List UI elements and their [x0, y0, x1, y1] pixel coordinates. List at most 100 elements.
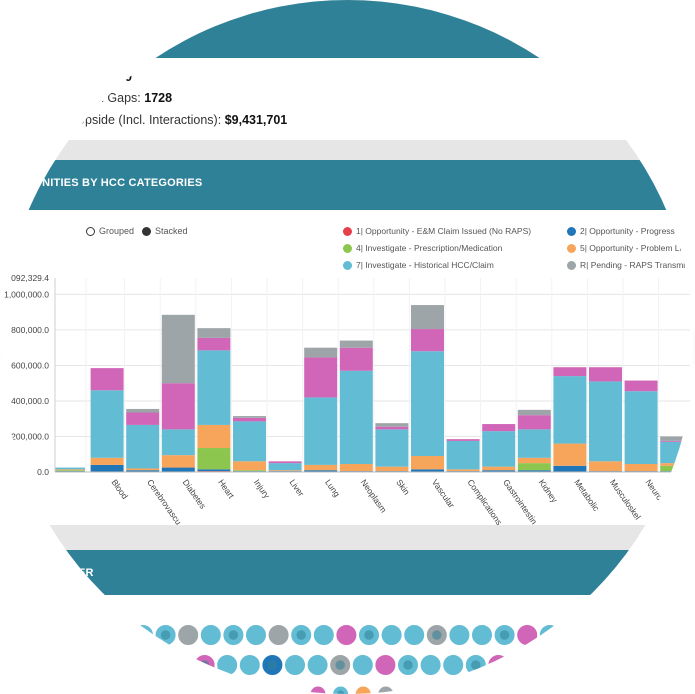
bar-segment — [268, 470, 302, 472]
bottom-section-title: ER — [78, 567, 94, 579]
bubble-row3 — [309, 685, 327, 694]
bubble-row1-core — [296, 630, 306, 640]
bubble-row2 — [216, 654, 239, 676]
bar-segment — [482, 470, 516, 472]
bar-segment — [339, 347, 373, 371]
bar-segment — [90, 457, 124, 465]
x-tick-label: Metabolic — [572, 477, 601, 513]
bubble-row2 — [487, 654, 510, 676]
bar-segment — [446, 439, 480, 441]
bubble-row1 — [312, 624, 335, 646]
bubble-row2 — [532, 654, 555, 676]
x-tick-label: Diabetes — [181, 477, 208, 510]
bubble-row2-core — [199, 660, 210, 670]
bubble-row1-core — [160, 630, 171, 640]
bubble-row1 — [606, 624, 629, 646]
bubble-row1 — [245, 624, 267, 646]
bar-segment — [411, 305, 444, 330]
bubble-row2 — [306, 654, 329, 676]
bar-segment — [482, 466, 516, 471]
legend-label: R| Pending - RAPS Transmitt — [580, 260, 690, 270]
bar-segment — [268, 461, 302, 464]
bar-segment — [126, 412, 160, 425]
legend-item-4[interactable]: 5| Opportunity - Problem Lis — [567, 243, 686, 253]
bubble-row1 — [132, 624, 154, 646]
bar-segment — [233, 461, 266, 471]
bar-segment — [197, 469, 231, 472]
bar-segment — [233, 421, 266, 462]
bar-segment — [482, 424, 516, 432]
y-tick-label: 1,000,000.0 — [4, 289, 49, 299]
legend-label: 2| Opportunity - Progress N — [580, 226, 684, 236]
legend-dot-icon — [343, 243, 352, 253]
bar-segment — [589, 367, 622, 382]
bar-segment — [304, 357, 338, 398]
bar-segment — [411, 329, 444, 352]
legend-item-6[interactable]: R| Pending - RAPS Transmitt — [567, 260, 690, 270]
legend-item-1[interactable]: 1| Opportunity - E&M Claim Issued (No RA… — [343, 226, 531, 236]
bubble-row2 — [419, 654, 442, 676]
upside-label: Upside (Incl. Interactions): — [76, 113, 222, 127]
summary-value-1: 79 — [118, 70, 132, 84]
y-max-label: 092,329.4 — [11, 273, 49, 283]
top-header-band — [0, 0, 695, 58]
bubble-row2-core — [674, 660, 684, 670]
bar-segment — [55, 467, 85, 470]
bar-segment — [375, 426, 409, 430]
legend-label: 4| Investigate - Prescription/Medication — [356, 243, 503, 253]
legend-dot-icon — [343, 226, 352, 236]
bar-segment — [126, 408, 160, 413]
x-tick-label: Musculoskel — [608, 477, 643, 521]
bubble-row2 — [193, 654, 216, 676]
bar-segment — [126, 470, 160, 472]
bubble-row2 — [510, 654, 532, 676]
bubble-row2 — [351, 654, 374, 676]
legend-dot-icon — [567, 226, 576, 236]
bar-segment — [375, 423, 409, 427]
bubble-row2 — [442, 654, 465, 676]
stacked-bar-chart: 0.0 200,000.0 400,000.0 600,000.0 800,000.0 1… — [4, 273, 695, 525]
bar-segment — [197, 328, 231, 338]
bubble-row2-core — [403, 660, 413, 670]
bubble-row3-core — [337, 690, 345, 694]
bar-segment — [161, 383, 195, 430]
bar-segment — [660, 440, 694, 442]
legend-item-3[interactable]: 4| Investigate - Prescription/Medication — [343, 243, 502, 253]
bar-segment — [624, 391, 658, 465]
bottom-section-header: ER — [0, 550, 695, 595]
x-tick-label: Lung — [323, 477, 342, 498]
bubble-row2 — [555, 654, 578, 676]
bubble-row1 — [199, 624, 222, 646]
y-tick-label: 800,000.0 — [11, 325, 49, 335]
x-tick-label: Heart — [216, 477, 236, 500]
bubble-row2 — [374, 654, 397, 676]
bar-segment — [411, 351, 444, 457]
bar-segment — [197, 350, 231, 425]
gaps-label: n Gaps: — [97, 91, 141, 105]
grouped-toggle[interactable]: Grouped — [86, 226, 134, 236]
bubble-chart — [132, 624, 691, 694]
bubble-row2-core — [267, 660, 278, 670]
bar-segment — [304, 470, 338, 472]
bubble-row2 — [645, 654, 668, 676]
bar-segment — [161, 455, 195, 468]
x-tick-label: Complications — [465, 477, 504, 525]
x-tick-label: Blood — [109, 477, 130, 501]
bubble-row2 — [577, 654, 600, 676]
gaps-value: 1728 — [144, 91, 173, 105]
y-tick-label: 600,000.0 — [11, 360, 49, 370]
bubble-row1 — [403, 624, 426, 646]
bubble-row2 — [284, 654, 306, 676]
x-tick-label: Liver — [287, 477, 306, 498]
bar-segment — [446, 440, 480, 470]
legend-item-2[interactable]: 2| Opportunity - Progress N — [567, 226, 683, 236]
bar-segment — [660, 441, 694, 464]
bubble-row1-core — [567, 630, 578, 640]
legend-item-5[interactable]: 7| Investigate - Historical HCC/Claim — [343, 260, 494, 270]
bubble-row1 — [380, 624, 403, 646]
bar-segment — [197, 448, 231, 470]
x-tick-label: Neurolo — [643, 477, 668, 507]
bar-segment — [304, 464, 338, 471]
bubble-row1 — [471, 624, 493, 646]
stacked-toggle[interactable]: Stacked — [142, 226, 188, 236]
